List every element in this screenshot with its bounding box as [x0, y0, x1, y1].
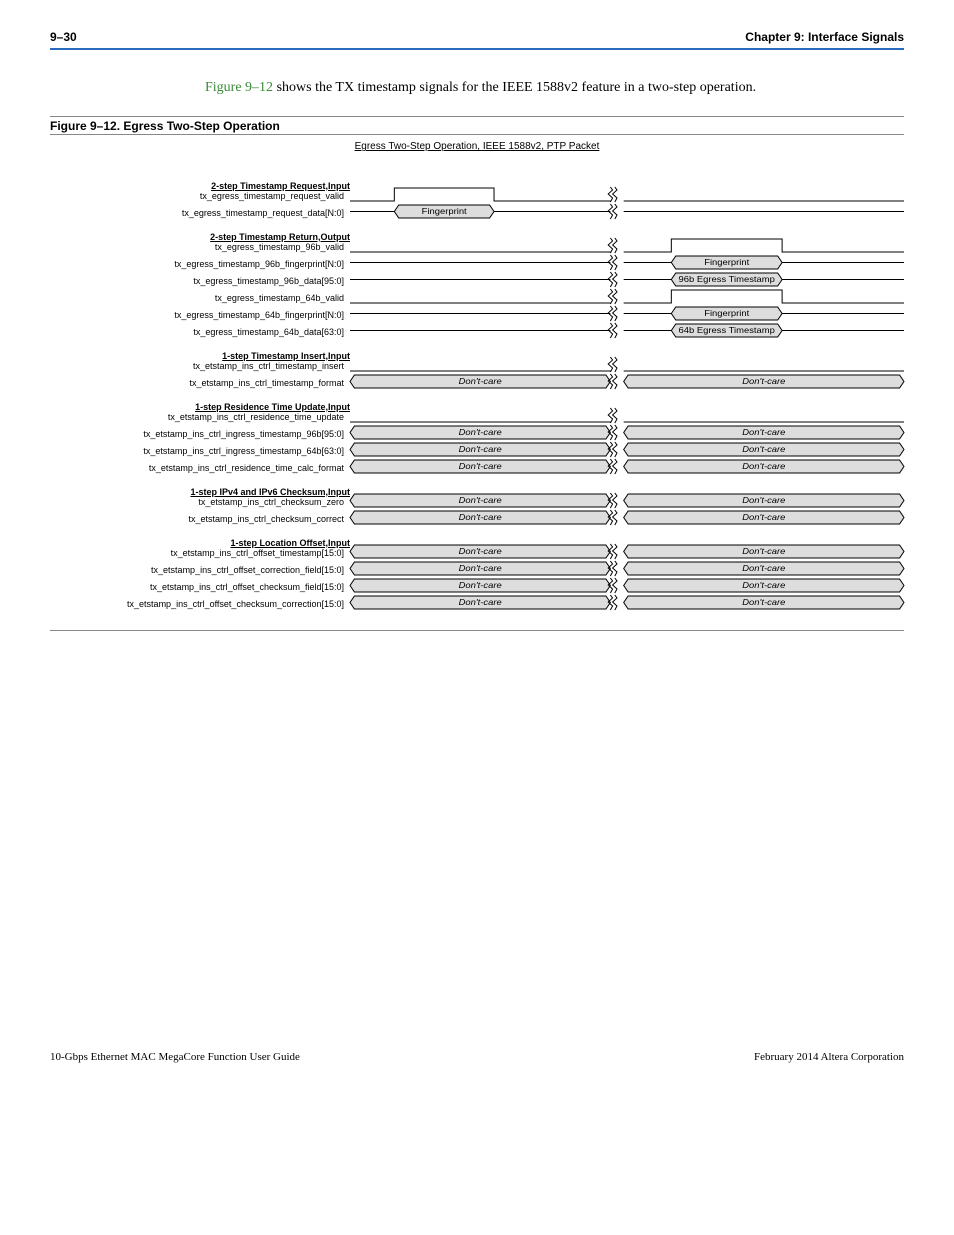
signal-waveform: Don't-care Don't-care — [350, 595, 904, 612]
figure-reference: Figure 9–12 — [205, 80, 273, 95]
signal-label: tx_etstamp_ins_ctrl_ingress_timestamp_64… — [50, 446, 350, 456]
svg-text:Don't-care: Don't-care — [742, 462, 785, 471]
svg-text:Don't-care: Don't-care — [742, 445, 785, 454]
signal-label: tx_egress_timestamp_64b_fingerprint[N:0] — [50, 310, 350, 320]
signal-waveform — [350, 357, 904, 374]
signal-row: tx_egress_timestamp_96b_fingerprint[N:0]… — [50, 255, 904, 272]
svg-text:96b Egress Timestamp: 96b Egress Timestamp — [679, 275, 775, 284]
signal-label: tx_etstamp_ins_ctrl_offset_checksum_fiel… — [50, 582, 350, 592]
signal-row: tx_etstamp_ins_ctrl_ingress_timestamp_96… — [50, 425, 904, 442]
svg-text:Fingerprint: Fingerprint — [422, 207, 468, 216]
signal-waveform — [350, 289, 904, 306]
signal-row: tx_etstamp_ins_ctrl_residence_time_updat… — [50, 408, 904, 425]
signal-row: tx_egress_timestamp_64b_fingerprint[N:0]… — [50, 306, 904, 323]
svg-text:Don't-care: Don't-care — [742, 598, 785, 607]
signal-label: tx_etstamp_ins_ctrl_ingress_timestamp_96… — [50, 429, 350, 439]
signal-row: tx_etstamp_ins_ctrl_checksum_zeroDon't-c… — [50, 493, 904, 510]
signal-waveform: Don't-care Don't-care — [350, 510, 904, 527]
signal-label: tx_etstamp_ins_ctrl_offset_checksum_corr… — [50, 599, 350, 609]
signal-label: tx_etstamp_ins_ctrl_checksum_zero — [50, 497, 350, 507]
signal-waveform: Don't-care Don't-care — [350, 561, 904, 578]
signal-label: tx_egress_timestamp_64b_valid — [50, 293, 350, 303]
signal-row: tx_egress_timestamp_64b_valid — [50, 289, 904, 306]
signal-label: tx_etstamp_ins_ctrl_offset_correction_fi… — [50, 565, 350, 575]
signal-group-header: 1-step Location Offset,Input — [50, 538, 350, 548]
signal-label: tx_egress_timestamp_request_valid — [50, 191, 350, 201]
signal-waveform — [350, 187, 904, 204]
diagram-title: Egress Two-Step Operation, IEEE 1588v2, … — [50, 141, 904, 152]
signal-row: tx_etstamp_ins_ctrl_ingress_timestamp_64… — [50, 442, 904, 459]
svg-text:Don't-care: Don't-care — [459, 547, 502, 556]
signal-row: tx_etstamp_ins_ctrl_offset_timestamp[15:… — [50, 544, 904, 561]
signal-waveform: 96b Egress Timestamp — [350, 272, 904, 289]
chapter-title: Chapter 9: Interface Signals — [745, 30, 904, 44]
signal-row: tx_etstamp_ins_ctrl_offset_correction_fi… — [50, 561, 904, 578]
signal-label: tx_etstamp_ins_ctrl_timestamp_format — [50, 378, 350, 388]
svg-text:Don't-care: Don't-care — [459, 598, 502, 607]
signal-waveform: Don't-care Don't-care — [350, 374, 904, 391]
svg-text:Don't-care: Don't-care — [742, 564, 785, 573]
signal-row: tx_etstamp_ins_ctrl_timestamp_insert — [50, 357, 904, 374]
svg-text:Fingerprint: Fingerprint — [704, 258, 750, 267]
signal-waveform: Fingerprint — [350, 255, 904, 272]
signal-label: tx_egress_timestamp_64b_data[63:0] — [50, 327, 350, 337]
svg-text:Don't-care: Don't-care — [459, 581, 502, 590]
signal-waveform: Don't-care Don't-care — [350, 425, 904, 442]
signal-group-header: 2-step Timestamp Request,Input — [50, 181, 350, 191]
svg-text:Don't-care: Don't-care — [459, 513, 502, 522]
svg-text:Don't-care: Don't-care — [459, 377, 502, 386]
svg-text:Don't-care: Don't-care — [742, 496, 785, 505]
signal-waveform: Don't-care Don't-care — [350, 544, 904, 561]
intro-paragraph: Figure 9–12 shows the TX timestamp signa… — [205, 78, 845, 98]
signal-waveform: Don't-care Don't-care — [350, 578, 904, 595]
page-footer: 10-Gbps Ethernet MAC MegaCore Function U… — [50, 1051, 904, 1063]
svg-text:Don't-care: Don't-care — [742, 377, 785, 386]
signal-label: tx_egress_timestamp_96b_fingerprint[N:0] — [50, 259, 350, 269]
svg-text:Don't-care: Don't-care — [459, 445, 502, 454]
signal-label: tx_etstamp_ins_ctrl_timestamp_insert — [50, 361, 350, 371]
signal-group-header: 1-step Timestamp Insert,Input — [50, 351, 350, 361]
signal-waveform: Fingerprint — [350, 306, 904, 323]
timing-diagram: Egress Two-Step Operation, IEEE 1588v2, … — [50, 141, 904, 631]
signal-group-header: 2-step Timestamp Return,Output — [50, 232, 350, 242]
footer-right: February 2014 Altera Corporation — [754, 1051, 904, 1063]
signal-waveform: Don't-care Don't-care — [350, 459, 904, 476]
signal-label: tx_etstamp_ins_ctrl_residence_time_updat… — [50, 412, 350, 422]
signal-group-header: 1-step Residence Time Update,Input — [50, 402, 350, 412]
signal-row: tx_etstamp_ins_ctrl_offset_checksum_fiel… — [50, 578, 904, 595]
svg-text:64b Egress Timestamp: 64b Egress Timestamp — [679, 326, 775, 335]
svg-text:Don't-care: Don't-care — [459, 496, 502, 505]
svg-text:Don't-care: Don't-care — [742, 581, 785, 590]
signal-waveform: Don't-care Don't-care — [350, 493, 904, 510]
signal-waveform — [350, 408, 904, 425]
signal-group-header: 1-step IPv4 and IPv6 Checksum,Input — [50, 487, 350, 497]
signal-waveform: Don't-care Don't-care — [350, 442, 904, 459]
signal-waveform: 64b Egress Timestamp — [350, 323, 904, 340]
signal-row: tx_egress_timestamp_96b_data[95:0] 96b Eg… — [50, 272, 904, 289]
signal-label: tx_etstamp_ins_ctrl_offset_timestamp[15:… — [50, 548, 350, 558]
svg-text:Don't-care: Don't-care — [742, 547, 785, 556]
svg-text:Don't-care: Don't-care — [459, 428, 502, 437]
svg-text:Don't-care: Don't-care — [459, 564, 502, 573]
signal-row: tx_egress_timestamp_96b_valid — [50, 238, 904, 255]
figure-title: Figure 9–12. Egress Two-Step Operation — [50, 116, 904, 135]
signal-label: tx_etstamp_ins_ctrl_residence_time_calc_… — [50, 463, 350, 473]
footer-left: 10-Gbps Ethernet MAC MegaCore Function U… — [50, 1051, 300, 1063]
page-header: 9–30 Chapter 9: Interface Signals — [50, 30, 904, 50]
signal-label: tx_etstamp_ins_ctrl_checksum_correct — [50, 514, 350, 524]
svg-text:Fingerprint: Fingerprint — [704, 309, 750, 318]
signal-label: tx_egress_timestamp_request_data[N:0] — [50, 208, 350, 218]
signal-waveform: Fingerprint — [350, 204, 904, 221]
intro-text: shows the TX timestamp signals for the I… — [273, 80, 756, 95]
svg-text:Don't-care: Don't-care — [742, 428, 785, 437]
signal-label: tx_egress_timestamp_96b_data[95:0] — [50, 276, 350, 286]
svg-text:Don't-care: Don't-care — [742, 513, 785, 522]
signal-row: tx_etstamp_ins_ctrl_offset_checksum_corr… — [50, 595, 904, 612]
page-number: 9–30 — [50, 30, 77, 44]
signal-waveform — [350, 238, 904, 255]
signal-row: tx_egress_timestamp_request_valid — [50, 187, 904, 204]
signal-label: tx_egress_timestamp_96b_valid — [50, 242, 350, 252]
svg-text:Don't-care: Don't-care — [459, 462, 502, 471]
